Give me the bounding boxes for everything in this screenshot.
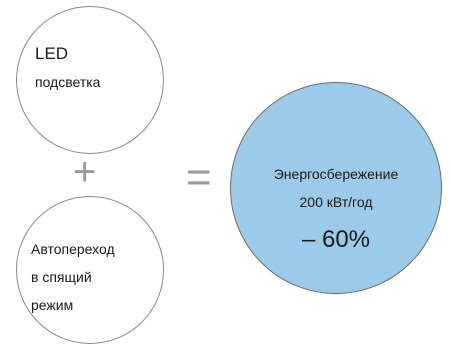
sleep-label-line2: в спящий — [31, 269, 92, 285]
sleep-mode-circle — [16, 196, 164, 344]
sleep-label-line3: режим — [31, 297, 74, 313]
result-value-line2: 200 кВт/год — [299, 194, 373, 210]
result-label-line1: Энергосбережение — [273, 166, 399, 182]
sleep-label-line1: Автопереход — [31, 241, 115, 257]
result-percent-line3: – 60% — [301, 226, 371, 253]
plus-operator: + — [73, 150, 97, 194]
energy-saving-circle — [230, 82, 442, 294]
led-label-line1: LED — [35, 44, 69, 63]
equals-operator: = — [186, 153, 212, 202]
led-label-line2: подсветка — [35, 74, 101, 90]
led-backlight-circle — [16, 6, 164, 154]
